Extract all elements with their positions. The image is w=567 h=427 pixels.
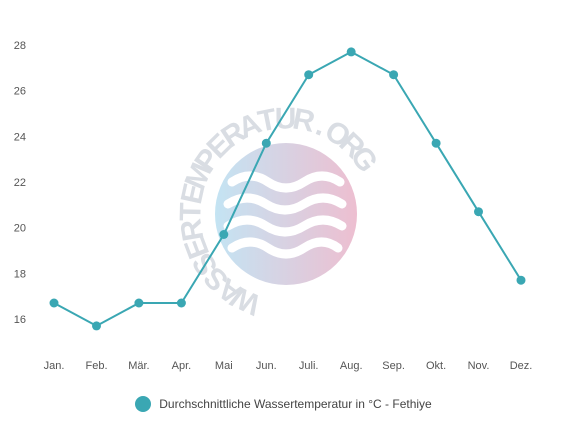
y-tick-label: 28 xyxy=(14,40,26,52)
x-axis: Jan. Feb. Mär. Apr. Mai Jun. Juli. Aug. Sep. Okt.… xyxy=(44,360,533,372)
y-tick-label: 18 xyxy=(14,268,26,280)
data-point[interactable] xyxy=(431,138,441,148)
x-tick-label: Nov. xyxy=(468,360,490,372)
x-tick-label: Mai xyxy=(215,360,233,372)
series-points xyxy=(49,47,526,331)
x-tick-label: Dez. xyxy=(510,360,533,372)
watermark-letter: U xyxy=(275,102,297,135)
y-tick-label: 26 xyxy=(14,86,26,98)
data-point[interactable] xyxy=(219,230,229,239)
y-tick-label: 20 xyxy=(14,223,26,235)
x-tick-label: Sep. xyxy=(382,360,405,372)
data-point[interactable] xyxy=(92,321,101,331)
data-point[interactable] xyxy=(49,298,59,308)
y-axis: 16 18 20 22 24 26 28 xyxy=(14,40,26,326)
data-point[interactable] xyxy=(346,47,356,57)
y-tick-label: 24 xyxy=(14,131,26,143)
data-point[interactable] xyxy=(389,70,399,80)
data-point[interactable] xyxy=(176,298,186,308)
data-point[interactable] xyxy=(134,298,144,308)
data-point[interactable] xyxy=(516,275,526,285)
y-tick-label: 22 xyxy=(14,177,26,189)
x-tick-label: Okt. xyxy=(426,360,446,372)
legend[interactable]: Durchschnittliche Wassertemperatur in °C… xyxy=(0,396,567,412)
y-tick-label: 16 xyxy=(14,314,26,326)
x-tick-label: Mär. xyxy=(128,360,149,372)
x-tick-label: Jan. xyxy=(44,360,65,372)
x-tick-label: Juli. xyxy=(299,360,319,372)
data-point[interactable] xyxy=(304,70,314,80)
legend-swatch xyxy=(135,396,152,412)
x-tick-label: Jun. xyxy=(256,360,277,372)
x-tick-label: Apr. xyxy=(172,360,192,372)
series-line xyxy=(53,50,522,328)
legend-label: Durchschnittliche Wassertemperatur in °C… xyxy=(159,397,432,411)
watermark-letter: T xyxy=(174,202,207,221)
data-point[interactable] xyxy=(474,207,483,217)
data-point[interactable] xyxy=(261,138,271,148)
x-tick-label: Aug. xyxy=(340,360,363,372)
x-tick-label: Feb. xyxy=(85,360,107,372)
